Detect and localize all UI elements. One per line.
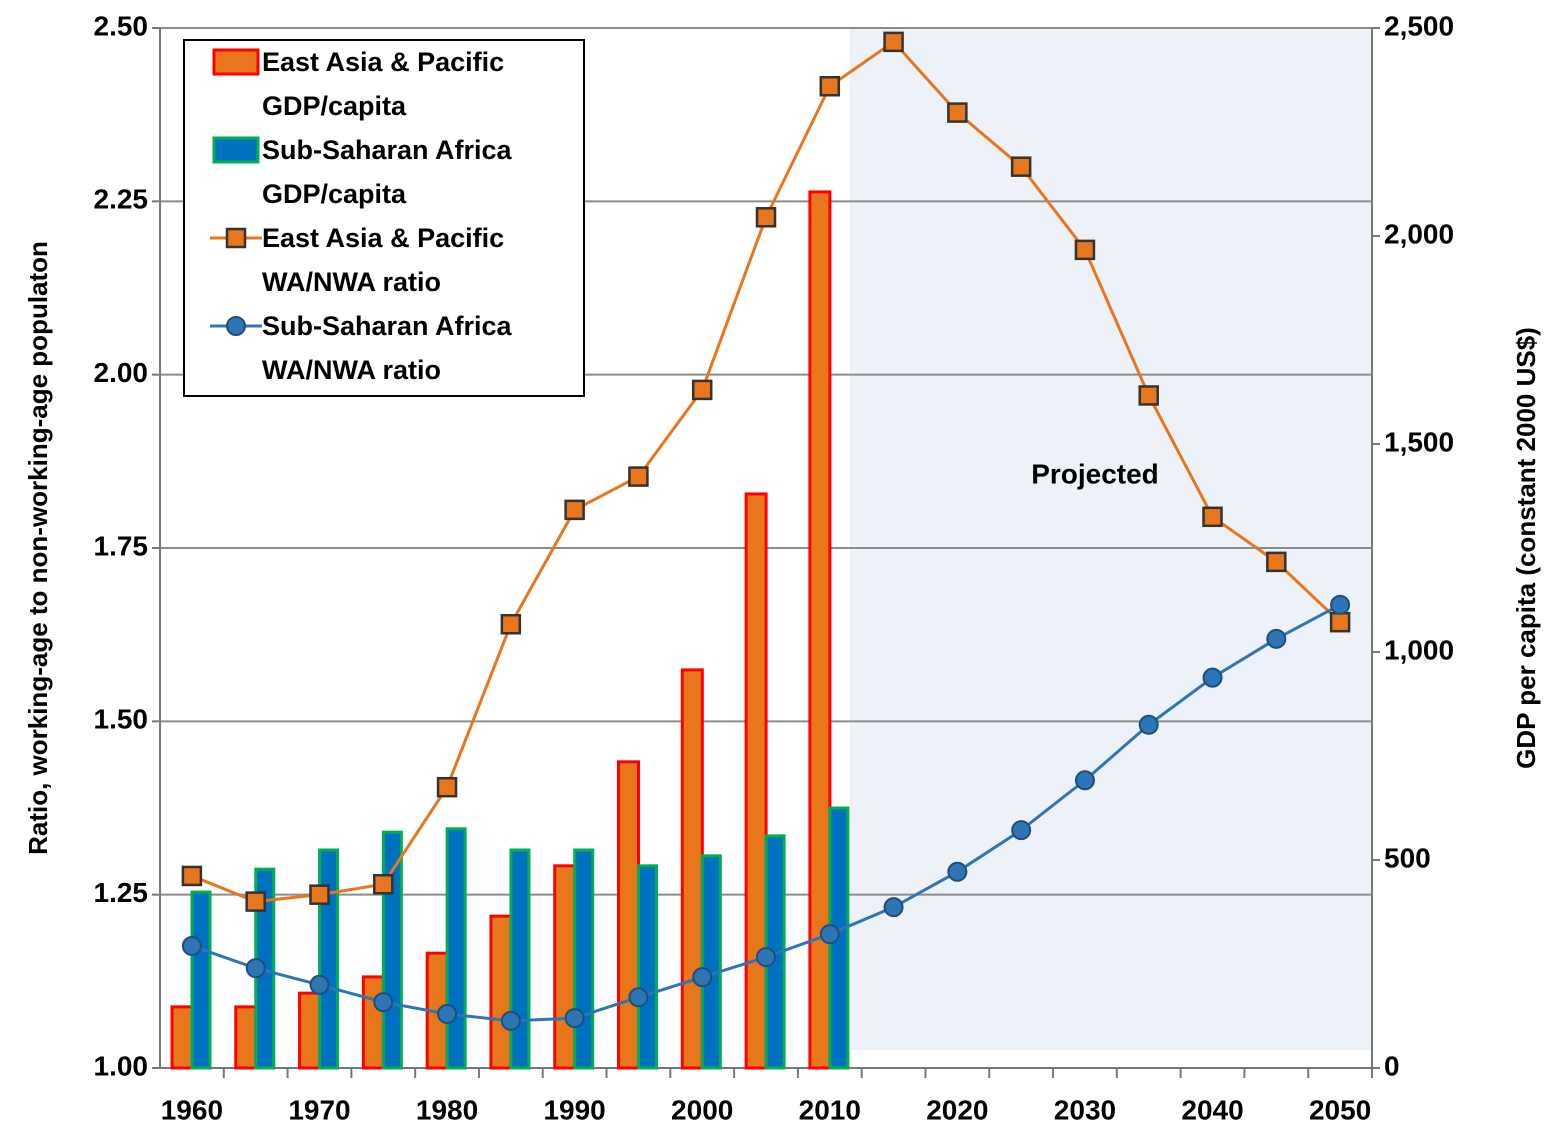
legend-label: Sub-Saharan Africa GDP/capita — [262, 135, 512, 209]
x-tick-label: 1960 — [161, 1094, 223, 1125]
x-tick-label: 2050 — [1309, 1094, 1371, 1125]
bar — [617, 760, 641, 1070]
marker — [947, 861, 968, 882]
marker — [1266, 551, 1287, 573]
marker — [437, 1003, 458, 1024]
marker — [1011, 820, 1032, 841]
y-tick-label: 1.75 — [94, 530, 149, 561]
marker — [373, 874, 394, 895]
bar — [170, 1005, 194, 1070]
x-tick-label: 1990 — [543, 1094, 605, 1125]
marker — [373, 992, 394, 1013]
marker — [181, 865, 203, 887]
bar — [361, 975, 385, 1070]
y2-tick-label: 0 — [1384, 1050, 1400, 1081]
y2-axis-title: GDP per capita (constant 2000 US$) — [1511, 327, 1541, 769]
bar — [744, 492, 768, 1070]
marker — [1010, 156, 1032, 177]
marker — [436, 776, 458, 798]
projection-shade — [850, 28, 1372, 1050]
marker — [1202, 506, 1223, 528]
marker — [947, 102, 968, 123]
y2-tick-label: 1,000 — [1384, 634, 1454, 665]
bar — [234, 1005, 258, 1070]
marker — [309, 884, 330, 905]
y-tick-label: 1.00 — [94, 1050, 149, 1081]
bar — [509, 848, 531, 1070]
marker — [1330, 594, 1351, 615]
y-tick-label: 2.50 — [94, 10, 149, 41]
marker — [245, 958, 266, 979]
x-tick-label: 2010 — [799, 1094, 861, 1125]
bar — [637, 864, 659, 1070]
marker — [500, 614, 522, 635]
bar — [445, 827, 467, 1070]
x-tick-label: 2030 — [1054, 1094, 1116, 1125]
y2-tick-label: 2,000 — [1384, 218, 1454, 249]
marker — [883, 31, 904, 53]
legend-label: East Asia & Pacific GDP/capita — [262, 47, 505, 121]
marker — [692, 967, 713, 988]
marker — [628, 466, 649, 487]
legend-box — [183, 39, 585, 397]
legend-marker — [226, 316, 246, 336]
y2-tick-label: 500 — [1384, 842, 1431, 873]
y-tick-label: 1.25 — [94, 877, 149, 908]
x-tick-label: 2020 — [926, 1094, 988, 1125]
y-tick-label: 1.50 — [94, 704, 149, 735]
x-tick-label: 1970 — [288, 1094, 350, 1125]
legend-label: Sub-Saharan Africa WA/NWA ratio — [262, 311, 512, 385]
x-tick-label: 2040 — [1181, 1094, 1243, 1125]
marker — [1074, 770, 1095, 791]
marker — [756, 947, 776, 968]
marker — [1266, 628, 1287, 649]
bar — [318, 848, 340, 1070]
marker — [628, 987, 649, 1008]
marker — [819, 924, 840, 945]
bar — [298, 991, 322, 1070]
legend: East Asia & Pacific GDP/capita Sub-Sahara… — [262, 40, 572, 392]
marker — [1202, 667, 1223, 688]
marker — [181, 935, 202, 956]
marker — [1329, 611, 1351, 633]
marker — [755, 207, 777, 228]
legend-swatch — [212, 48, 260, 76]
marker — [691, 379, 713, 401]
bar — [489, 914, 513, 1070]
bar — [680, 668, 704, 1070]
y-axis-title: Ratio, working-age to non-working-age po… — [23, 241, 53, 855]
legend-label: East Asia & Pacific WA/NWA ratio — [262, 223, 505, 297]
bar — [190, 890, 212, 1070]
y-tick-label: 2.25 — [94, 184, 149, 215]
legend-marker — [225, 227, 247, 249]
annotation: Projected — [1031, 458, 1159, 489]
x-tick-label: 2000 — [671, 1094, 733, 1125]
marker — [883, 897, 904, 918]
marker — [564, 1008, 585, 1029]
marker — [564, 499, 585, 521]
x-tick-label: 1980 — [416, 1094, 478, 1125]
bar — [700, 854, 722, 1070]
marker — [1138, 385, 1159, 406]
bar — [573, 848, 595, 1070]
bar — [553, 864, 577, 1070]
marker — [1138, 714, 1159, 735]
bar — [381, 830, 403, 1070]
marker — [1074, 239, 1096, 261]
marker — [245, 891, 266, 912]
bar — [808, 190, 832, 1070]
legend-swatch — [212, 136, 260, 164]
y2-tick-label: 1,500 — [1384, 426, 1454, 457]
marker — [500, 1010, 521, 1031]
marker — [819, 75, 841, 97]
y-tick-label: 2.00 — [94, 357, 149, 388]
y2-tick-label: 2,500 — [1384, 10, 1454, 41]
marker — [309, 974, 330, 995]
